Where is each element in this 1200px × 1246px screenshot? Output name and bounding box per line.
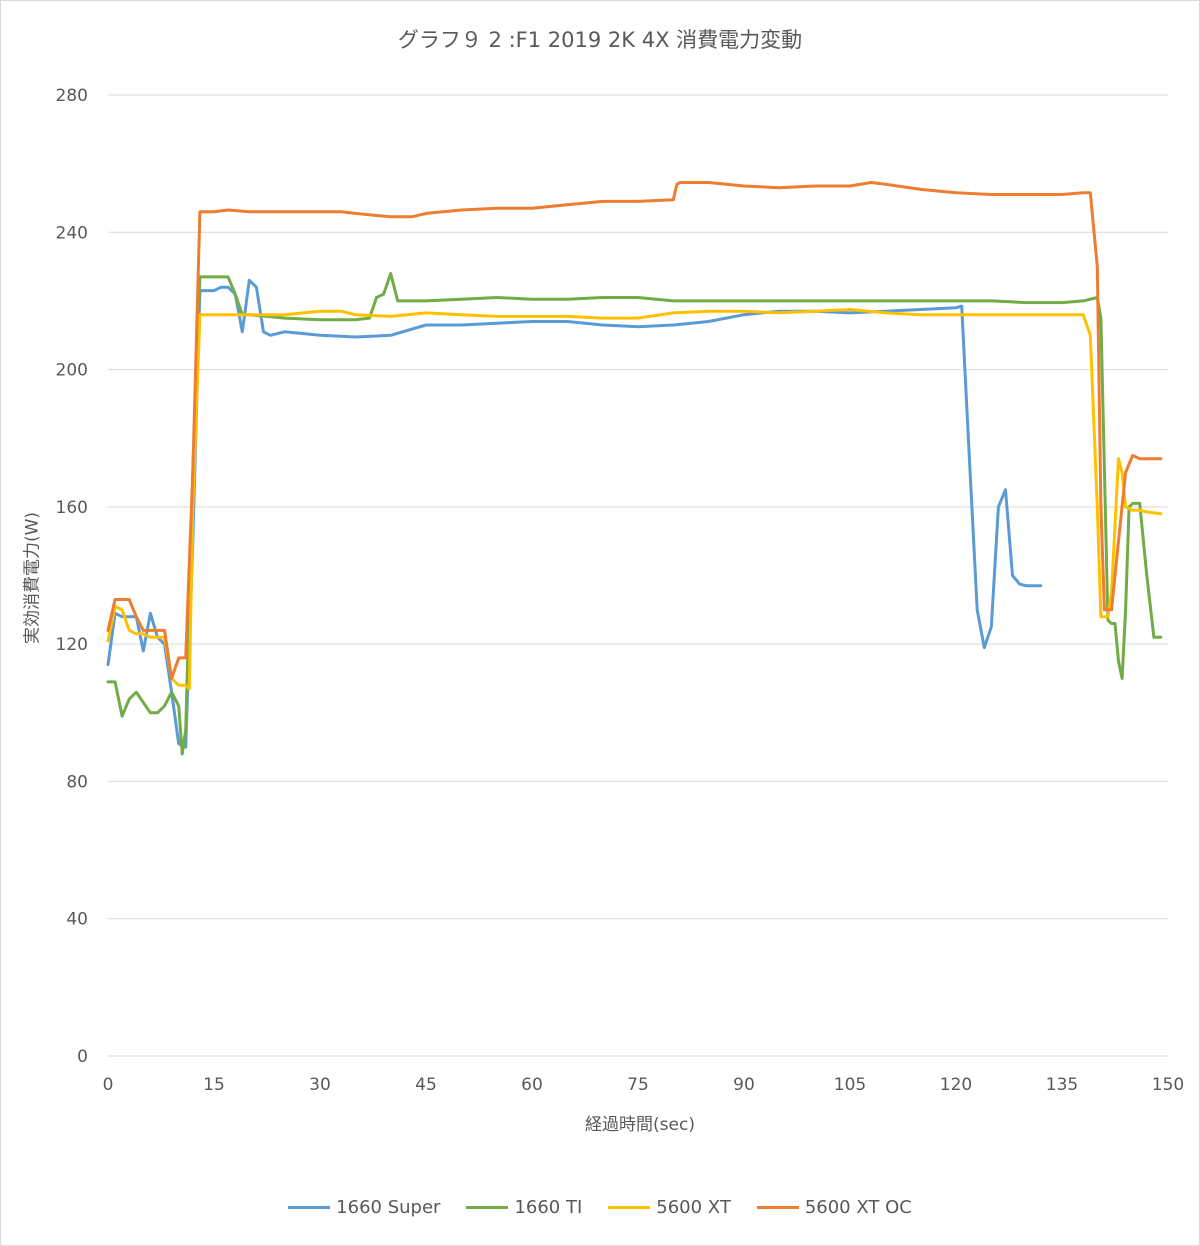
series-line-1660-ti xyxy=(106,272,1163,756)
y-axis-label: 実効消費電力(W) xyxy=(22,511,43,645)
x-tick-label: 30 xyxy=(309,1075,331,1095)
x-tick-label: 60 xyxy=(521,1075,543,1095)
y-tick-label: 0 xyxy=(77,1047,88,1067)
y-tick-label: 120 xyxy=(56,635,88,655)
x-tick-label: 75 xyxy=(627,1075,649,1095)
y-tick-label: 280 xyxy=(56,86,88,106)
y-tick-label: 80 xyxy=(66,772,88,792)
x-tick-label: 120 xyxy=(940,1075,972,1095)
series-line-5600-xt-oc xyxy=(106,181,1163,680)
legend-label: 5600 XT OC xyxy=(804,1197,912,1218)
x-tick-label: 135 xyxy=(1046,1075,1078,1095)
legend-item-1660-super[interactable]: 1660 Super xyxy=(288,1197,440,1218)
x-tick-label: 105 xyxy=(834,1075,866,1095)
x-tick-label: 150 xyxy=(1152,1075,1184,1095)
y-tick-label: 200 xyxy=(56,361,88,381)
x-tick-label: 0 xyxy=(103,1075,114,1095)
x-axis-label: 経過時間(sec) xyxy=(585,1115,695,1135)
series-line-1660-super xyxy=(106,278,1043,749)
legend-swatch-1660-ti xyxy=(466,1206,509,1209)
legend: 1660 Super 1660 TI 5600 XT 5600 XT OC xyxy=(0,1197,1200,1218)
legend-label: 1660 TI xyxy=(514,1197,583,1218)
legend-label: 1660 Super xyxy=(336,1197,441,1218)
legend-swatch-5600-xt xyxy=(608,1206,651,1209)
legend-item-5600-xt[interactable]: 5600 XT xyxy=(608,1197,731,1218)
legend-item-5600-xt-oc[interactable]: 5600 XT OC xyxy=(756,1197,912,1218)
y-tick-label: 160 xyxy=(56,498,88,518)
chart-title: グラフ９ 2 :F1 2019 2K 4X 消費電力変動 xyxy=(397,28,803,52)
legend-label: 5600 XT xyxy=(656,1197,731,1218)
x-tick-label: 45 xyxy=(415,1075,437,1095)
legend-item-1660-ti[interactable]: 1660 TI xyxy=(466,1197,582,1218)
x-tick-label: 15 xyxy=(203,1075,225,1095)
y-tick-label: 40 xyxy=(66,910,88,930)
legend-swatch-1660-super xyxy=(288,1206,331,1209)
legend-swatch-5600-xt-oc xyxy=(756,1206,799,1209)
x-tick-label: 90 xyxy=(733,1075,755,1095)
y-tick-label: 240 xyxy=(56,223,88,243)
